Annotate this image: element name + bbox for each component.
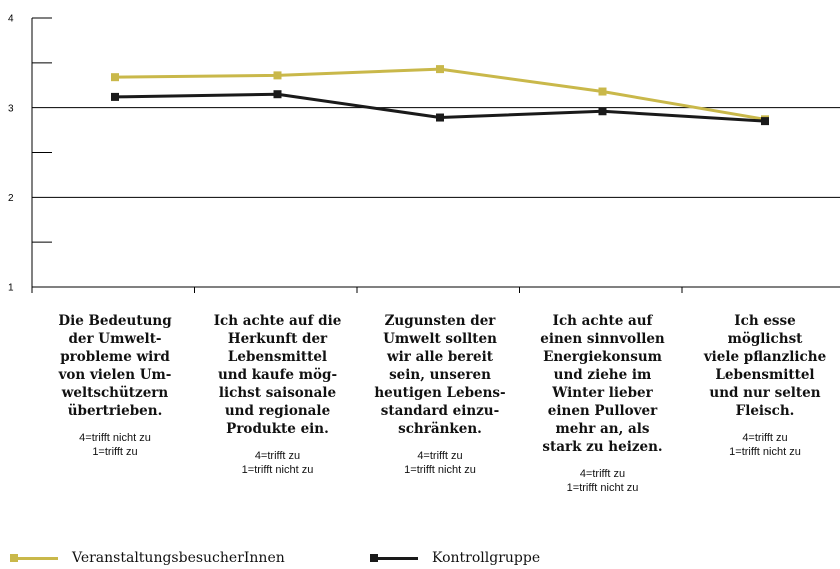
category-label: Ich achte auf die Herkunft der Lebensmit…: [203, 312, 353, 477]
gridlines: [32, 17, 840, 288]
data-point-1: [436, 113, 444, 122]
legend-swatch-control: [370, 553, 418, 563]
category-label: Zugunsten der Umwelt sollten wir alle be…: [365, 312, 515, 477]
data-point-0: [111, 73, 119, 82]
category-title: Ich achte auf die Herkunft der Lebensmit…: [213, 313, 342, 437]
legend-item-visitors: VeranstaltungsbesucherInnen: [10, 550, 285, 566]
legend-swatch-visitors: [10, 553, 58, 563]
category-label: Die Bedeutung der Umwelt- probleme wird …: [40, 312, 190, 459]
category-label: Ich esse möglichst viele pflanzliche Leb…: [690, 312, 840, 459]
series-layer: [111, 65, 769, 126]
legend-label-visitors: VeranstaltungsbesucherInnen: [72, 550, 285, 566]
y-tick-label: 1: [8, 283, 14, 294]
scale-note: 4=trifft zu 1=trifft nicht zu: [729, 432, 801, 458]
data-point-1: [111, 92, 119, 101]
category-title: Zugunsten der Umwelt sollten wir alle be…: [374, 313, 506, 437]
category-title: Ich esse möglichst viele pflanzliche Leb…: [703, 313, 827, 419]
legend-item-control: Kontrollgruppe: [370, 550, 540, 566]
legend-label-control: Kontrollgruppe: [432, 550, 541, 566]
data-point-1: [598, 107, 607, 116]
category-title: Die Bedeutung der Umwelt- probleme wird …: [58, 313, 172, 419]
y-axis: 1 2 3 4: [8, 14, 683, 294]
data-point-1: [273, 90, 282, 99]
scale-note: 4=trifft zu 1=trifft nicht zu: [241, 450, 314, 476]
category-title: Ich achte auf einen sinnvollen Energieko…: [540, 313, 665, 455]
scale-note: 4=trifft nicht zu 1=trifft zu: [79, 432, 151, 458]
scale-note: 4=trifft zu 1=trifft nicht zu: [404, 450, 476, 476]
y-tick-label: 3: [8, 103, 14, 114]
category-label: Ich achte auf einen sinnvollen Energieko…: [528, 312, 678, 495]
data-point-1: [761, 117, 769, 126]
scale-note: 4=trifft zu 1=trifft nicht zu: [566, 468, 639, 494]
data-point-0: [598, 87, 607, 96]
y-tick-label: 2: [8, 193, 14, 204]
y-tick-label: 4: [8, 14, 14, 25]
data-point-0: [273, 71, 282, 80]
data-point-0: [436, 65, 444, 74]
